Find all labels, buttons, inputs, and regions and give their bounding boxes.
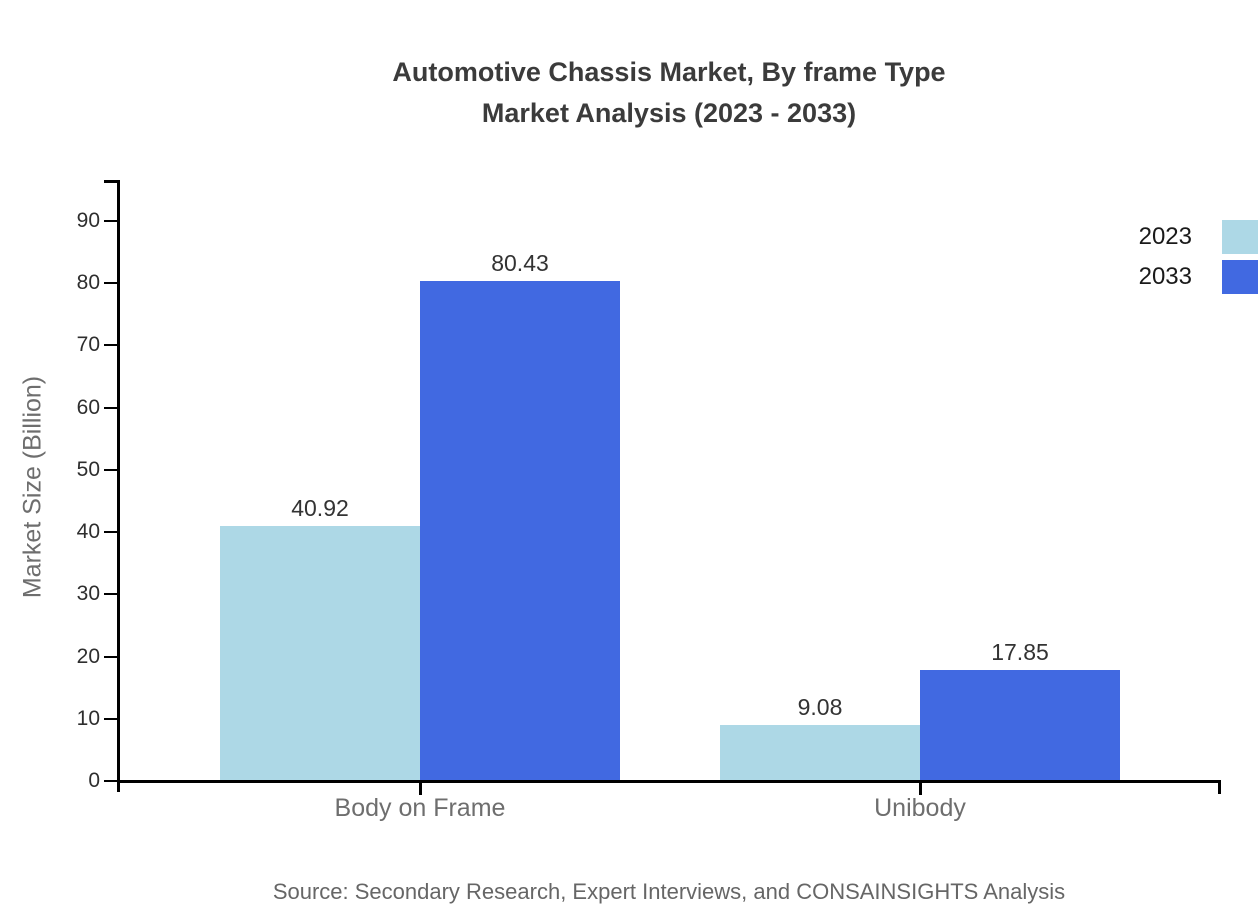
legend-item: 2033 (1138, 259, 1258, 294)
legend-label: 2023 (1138, 223, 1192, 250)
x-axis-end-cap (1218, 780, 1221, 794)
y-axis-tick-label: 40 (76, 520, 100, 544)
y-axis-tick-label: 30 (76, 582, 100, 606)
y-axis-tick (104, 780, 117, 782)
chart-title: Automotive Chassis Market, By frame Type… (118, 52, 1220, 134)
y-axis-tick (104, 717, 117, 720)
y-axis-line (117, 180, 120, 792)
bar-value-label: 9.08 (797, 693, 843, 720)
legend-color-swatch (1222, 259, 1258, 294)
legend-item: 2023 (1139, 220, 1258, 254)
bar-2023-body-on-frame (220, 526, 420, 781)
legend-label: 2033 (1138, 262, 1192, 290)
y-axis-tick (104, 593, 117, 596)
y-axis-tick (104, 220, 117, 222)
y-axis-tick (104, 655, 117, 658)
chart-title-line1: Automotive Chassis Market, By frame Type (392, 57, 946, 87)
y-axis-tick (104, 344, 117, 347)
legend-color-swatch (1222, 220, 1258, 254)
x-axis-tick (919, 783, 922, 795)
y-axis-tick (104, 406, 117, 409)
x-axis-category-label: Body on Frame (334, 794, 506, 822)
chart-title-line2: Market Analysis (2023 - 2033) (481, 98, 857, 128)
y-axis-tick-label: 10 (76, 706, 100, 730)
y-axis-tick-label: 60 (76, 395, 100, 419)
y-axis-tick (104, 282, 117, 285)
x-axis-category-label: Unibody (874, 794, 966, 822)
bar-value-label: 80.43 (491, 249, 549, 276)
y-axis-tick (104, 468, 117, 471)
y-axis-tick-label: 80 (76, 271, 100, 295)
source-note: Source: Secondary Research, Expert Inter… (272, 879, 1066, 904)
bar-value-label: 40.92 (291, 495, 349, 522)
y-axis-tick (104, 531, 117, 534)
y-axis-tick-label: 90 (76, 209, 100, 232)
y-axis-tick-label: 20 (76, 644, 100, 668)
y-axis-end-cap (104, 180, 117, 183)
bar-2033-unibody (920, 669, 1120, 781)
y-axis-tick-label: 70 (76, 333, 100, 357)
bar-2023-unibody (720, 724, 920, 781)
bar-2033-body-on-frame (420, 280, 620, 781)
x-axis-line (117, 780, 1221, 783)
x-axis-tick (419, 783, 422, 795)
bar-value-label: 17.85 (991, 638, 1049, 665)
y-axis-tick-label: 0 (88, 769, 100, 792)
y-axis-tick-label: 50 (76, 457, 100, 481)
